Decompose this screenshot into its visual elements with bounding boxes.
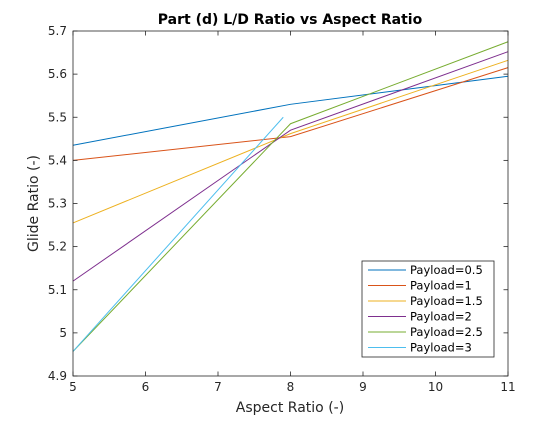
tick-labels-layer: 5 6 7 8 9 10 114.955.15.25.35.45.55.65.7 — [48, 24, 516, 394]
legend-label-6: Payload=3 — [410, 341, 472, 355]
y-tick-label: 4.9 — [48, 369, 67, 383]
x-tick-label: 5 — [69, 380, 77, 394]
series-layer — [72, 41, 509, 352]
ticks-layer — [72, 30, 509, 377]
y-tick-label: 5.6 — [48, 67, 67, 81]
legend-label-3: Payload=1.5 — [410, 294, 483, 308]
legend-label-4: Payload=2 — [410, 310, 472, 324]
y-tick-label: 5 — [59, 326, 67, 340]
chart-title: Part (d) L/D Ratio vs Aspect Ratio — [158, 12, 423, 28]
y-tick-label: 5.1 — [48, 283, 67, 297]
x-tick-label: 9 — [359, 380, 367, 394]
series-line-5 — [72, 41, 509, 352]
x-axis-label: Aspect Ratio (-) — [236, 400, 344, 416]
y-tick-label: 5.3 — [48, 197, 67, 211]
y-tick-label: 5.4 — [48, 153, 67, 167]
x-tick-label: 11 — [500, 380, 515, 394]
x-tick-label: 7 — [214, 380, 222, 394]
x-tick-label: 10 — [428, 380, 443, 394]
y-tick-label: 5.5 — [48, 110, 67, 124]
legend-label-5: Payload=2.5 — [410, 325, 483, 339]
series-line-6 — [72, 116, 284, 352]
series-line-3 — [72, 59, 509, 224]
x-tick-label: 6 — [142, 380, 150, 394]
legend-label-1: Payload=0.5 — [410, 263, 483, 277]
legend-box — [361, 260, 495, 358]
series-line-2 — [72, 67, 509, 161]
y-tick-label: 5.2 — [48, 240, 67, 254]
y-axis-label: Glide Ratio (-) — [26, 155, 42, 252]
series-line-1 — [72, 75, 509, 146]
series-line-4 — [72, 51, 509, 282]
x-tick-label: 8 — [287, 380, 295, 394]
legend-label-2: Payload=1 — [410, 279, 472, 293]
y-tick-label: 5.7 — [48, 24, 67, 38]
